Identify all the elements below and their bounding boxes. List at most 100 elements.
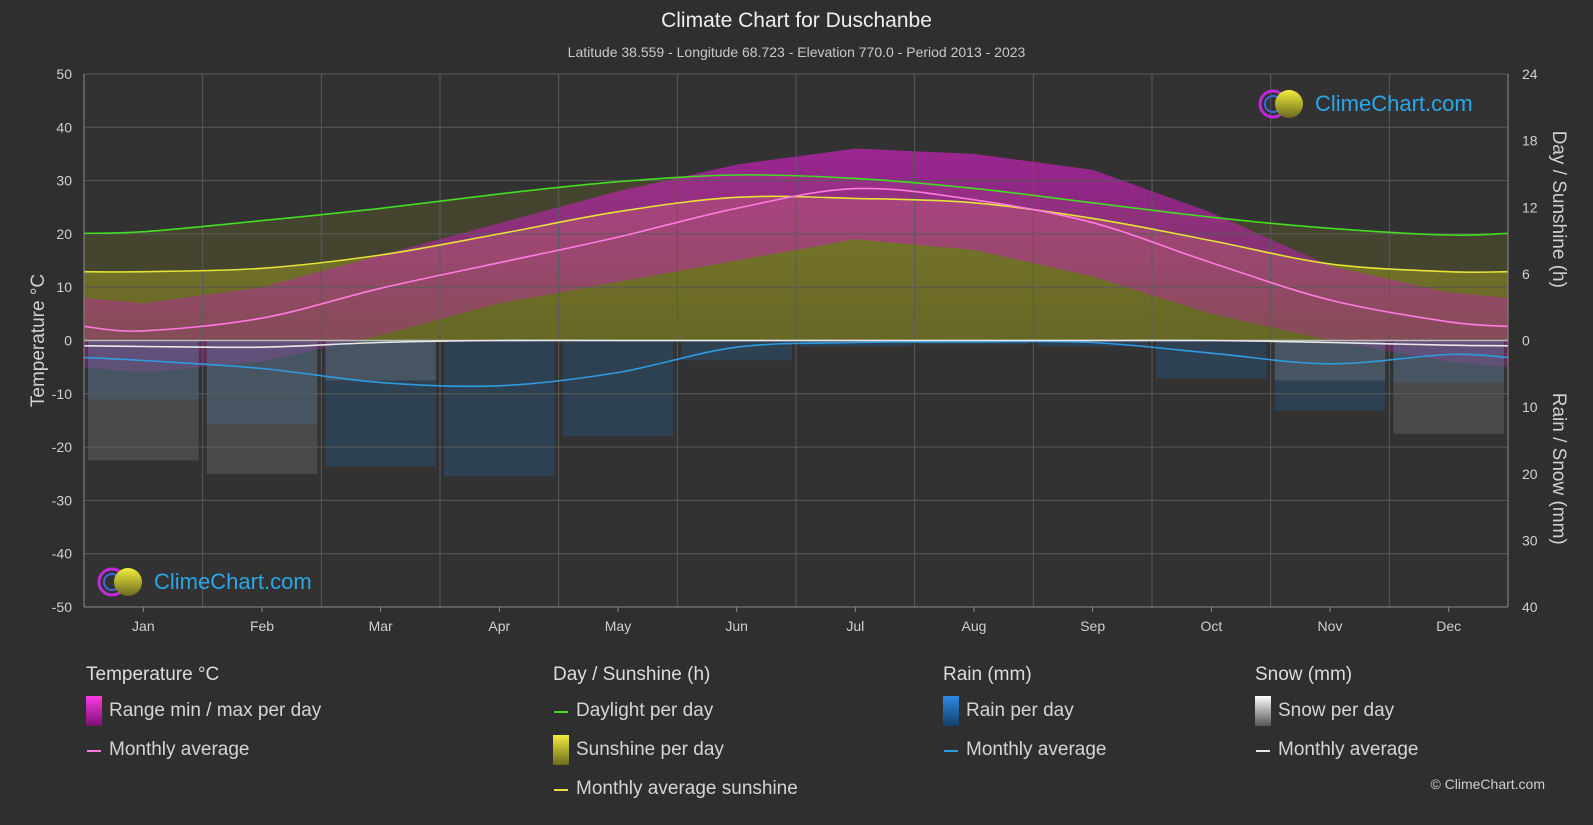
brand-logo-top: ClimeChart.com (1257, 88, 1473, 120)
y-axis-label-right-bottom: Rain / Snow (mm) (1548, 393, 1569, 545)
x-tick-label: Jun (725, 618, 748, 634)
legend-label: Snow per day (1278, 700, 1395, 721)
brand-text: ClimeChart.com (1315, 91, 1473, 116)
line-swatch-icon (1256, 750, 1270, 752)
snow-avg-line (84, 339, 1508, 349)
rain-bar (1156, 340, 1267, 379)
legend-sunshine: Day / Sunshine (h) Daylight per day Suns… (553, 664, 798, 817)
x-tick-label: Jan (132, 618, 155, 634)
right-top-tick-label: 24 (1522, 66, 1538, 82)
left-tick-label: -10 (52, 386, 72, 402)
legend-item-daylight: Daylight per day (553, 700, 714, 739)
left-tick-label: -30 (52, 492, 72, 508)
legend-label: Daylight per day (576, 700, 714, 721)
snow-swatch-icon (1255, 696, 1271, 726)
legend-label: Rain per day (966, 700, 1074, 721)
x-tick-label: Dec (1436, 618, 1461, 634)
rain-bar (325, 340, 436, 467)
left-tick-label: 40 (56, 119, 72, 135)
climate-chart: 50 40 30 20 10 0 -10 -20 -30 -40 -50 24 18 12 6 0 10 20 30… (28, 66, 1569, 634)
left-tick-label: 10 (56, 279, 72, 295)
rain-swatch-icon (943, 696, 959, 726)
legend-label: Monthly average (966, 739, 1107, 760)
right-top-tick-label: 12 (1522, 199, 1538, 215)
axes: 50 40 30 20 10 0 -10 -20 -30 -40 -50 24 18 12 6 0 10 20 30… (28, 66, 1569, 634)
copyright: © ClimeChart.com (1430, 776, 1545, 792)
right-bottom-tick-label: 40 (1522, 599, 1538, 615)
legend-item-rain-avg: Monthly average (943, 739, 1106, 778)
left-tick-label: -40 (52, 546, 72, 562)
legend-item-sunshine-avg: Monthly average sunshine (553, 778, 798, 817)
snow-bar (206, 340, 318, 474)
legend-rain: Rain (mm) Rain per day Monthly average (943, 664, 1106, 778)
rain-bar (1037, 340, 1148, 347)
snow-bar (1274, 340, 1386, 381)
chart-title: Climate Chart for Duschanbe (661, 9, 932, 32)
rain-bar (1274, 340, 1386, 411)
daylight-line (84, 174, 1508, 236)
line-swatch-icon (554, 789, 568, 791)
brand-text: ClimeChart.com (154, 569, 312, 594)
legend-item-rain: Rain per day (943, 696, 1074, 739)
x-tick-label: Mar (369, 618, 393, 634)
sunshine-avg-line (84, 195, 1508, 274)
climechart-logo-icon (1258, 89, 1303, 119)
x-tick-label: Nov (1318, 618, 1343, 634)
right-top-tick-label: 0 (1522, 333, 1530, 349)
legend-snow: Snow (mm) Snow per day Monthly average (1255, 664, 1418, 778)
x-tick-label: Aug (962, 618, 987, 634)
series-lines (84, 174, 1508, 388)
rain-avg-line (84, 340, 1508, 388)
rain-bar (206, 340, 318, 425)
legend-item-snow: Snow per day (1255, 696, 1394, 739)
left-tick-label: 30 (56, 173, 72, 189)
rain-bar (444, 340, 555, 477)
left-tick-label: 20 (56, 226, 72, 242)
legend-label: Monthly average sunshine (576, 778, 798, 799)
x-tick-label: Oct (1200, 618, 1222, 634)
left-tick-label: 0 (64, 333, 72, 349)
rain-bar (800, 340, 911, 347)
rain-bar (562, 340, 674, 437)
x-tick-label: Feb (250, 618, 274, 634)
sunshine-swatch-icon (553, 735, 569, 765)
legend-item-sunshine: Sunshine per day (553, 735, 724, 778)
rain-bar (1393, 340, 1504, 383)
legend-label: Monthly average (1278, 739, 1419, 760)
x-tick-label: Sep (1080, 618, 1105, 634)
line-swatch-icon (944, 750, 958, 752)
legend-label: Monthly average (109, 739, 250, 760)
right-bottom-tick-label: 30 (1522, 532, 1538, 548)
legend-item-temp-avg: Monthly average (86, 739, 249, 778)
line-swatch-icon (554, 711, 568, 713)
line-swatch-icon (87, 750, 101, 752)
left-tick-label: 50 (56, 66, 72, 82)
right-top-tick-label: 18 (1522, 133, 1538, 149)
x-tick-label: May (605, 618, 631, 634)
legend-title: Rain (mm) (943, 664, 1032, 685)
legend-title: Temperature °C (86, 664, 220, 685)
left-tick-label: -50 (52, 599, 72, 615)
temperature-avg-line (84, 187, 1508, 332)
legend-item-snow-avg: Monthly average (1255, 739, 1418, 778)
legend-temperature: Temperature °C Range min / max per day M… (86, 664, 321, 778)
legend-title: Day / Sunshine (h) (553, 664, 711, 685)
chart-subtitle: Latitude 38.559 - Longitude 68.723 - Ele… (567, 44, 1026, 60)
right-bottom-tick-label: 10 (1522, 399, 1538, 415)
legend-label: Sunshine per day (576, 739, 724, 760)
right-bottom-tick-label: 20 (1522, 466, 1538, 482)
brand-logo-bottom: ClimeChart.com (96, 566, 312, 598)
left-tick-label: -20 (52, 439, 72, 455)
right-top-tick-label: 6 (1522, 266, 1530, 282)
rain-bar (88, 340, 199, 401)
legend-item-temp-range: Range min / max per day (86, 696, 321, 739)
x-tick-label: Jul (846, 618, 864, 634)
climechart-logo-icon (97, 567, 142, 597)
legend-label: Range min / max per day (109, 700, 322, 721)
range-swatch-icon (86, 696, 102, 726)
legend-title: Snow (mm) (1255, 664, 1353, 685)
y-axis-label-right-top: Day / Sunshine (h) (1548, 131, 1569, 288)
x-tick-label: Apr (488, 618, 510, 634)
snow-bar (325, 340, 436, 381)
y-axis-label-left: Temperature °C (28, 274, 49, 407)
